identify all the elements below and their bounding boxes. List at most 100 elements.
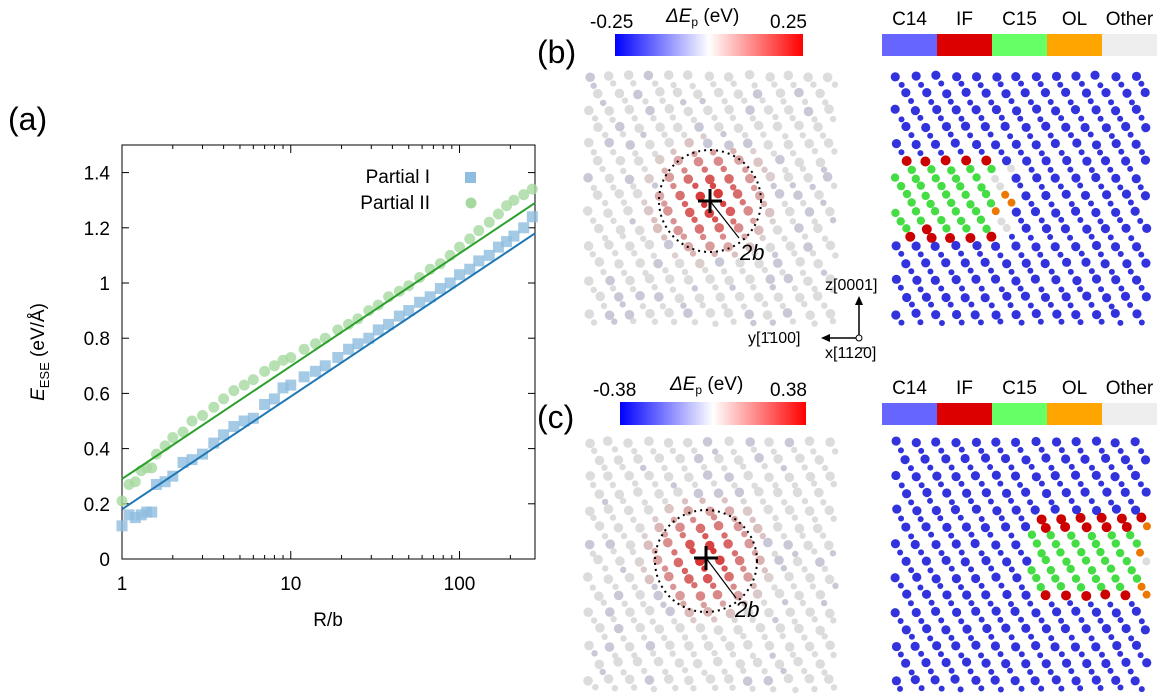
structure-atom — [945, 233, 956, 244]
atom — [721, 465, 728, 472]
atom — [630, 516, 637, 523]
partial-ii-point — [343, 318, 355, 330]
atom — [750, 582, 757, 590]
atom — [653, 258, 663, 269]
atom — [651, 547, 659, 555]
atom — [679, 531, 686, 539]
atom — [829, 286, 837, 294]
structure-atom — [971, 139, 982, 150]
structure-atom — [1067, 132, 1074, 139]
structure-atom — [1011, 207, 1021, 217]
atom — [734, 487, 745, 498]
atom — [670, 482, 677, 489]
structure-atom — [1091, 505, 1102, 516]
atom — [783, 673, 794, 684]
structure-atom — [971, 105, 981, 115]
atom — [681, 465, 688, 472]
structure-atom — [990, 274, 1001, 284]
atom — [665, 640, 675, 651]
structure-atom — [1121, 156, 1131, 166]
structure-atom — [1138, 686, 1145, 693]
atom — [589, 217, 597, 224]
structure-legend-label-other: Other — [1106, 378, 1154, 399]
atom — [764, 607, 774, 618]
structure-atom — [1091, 642, 1101, 652]
partial-i-point — [492, 241, 504, 253]
structure-atom — [1097, 251, 1104, 258]
structure-atom — [966, 200, 975, 209]
structure-atom — [967, 668, 974, 675]
atom — [661, 131, 668, 138]
atom — [820, 199, 827, 206]
structure-atom — [947, 166, 956, 175]
atom — [625, 275, 635, 286]
structure-atom — [1077, 216, 1084, 223]
atom — [624, 309, 635, 320]
structure-atom — [938, 285, 945, 292]
atom — [783, 172, 794, 182]
atom — [710, 80, 717, 88]
structure-atom — [948, 269, 955, 276]
atom — [761, 300, 769, 308]
structure-atom — [1127, 302, 1134, 309]
structure-atom — [910, 675, 920, 685]
atom — [620, 167, 627, 175]
structure-atom — [961, 155, 972, 166]
structure-atom — [988, 633, 995, 640]
structure-atom — [1107, 667, 1114, 674]
atom — [822, 72, 833, 83]
structure-atom — [1027, 133, 1034, 140]
atom — [824, 674, 834, 685]
atom — [785, 241, 796, 251]
structure-atom — [980, 293, 990, 303]
atom — [694, 293, 705, 303]
radius-circle-b — [658, 149, 762, 253]
structure-atom — [1091, 140, 1102, 150]
structure-atom — [1001, 488, 1012, 498]
atom — [635, 523, 645, 533]
structure-atom — [958, 285, 965, 292]
structure-atom — [958, 618, 965, 625]
structure-atom — [1068, 668, 1075, 675]
structure-atom — [1041, 659, 1051, 669]
atom — [644, 574, 655, 585]
structure-legend-swatch-c15 — [992, 34, 1047, 56]
atom — [593, 122, 603, 133]
atom — [724, 173, 734, 184]
structure-atom — [1081, 590, 1092, 601]
structure-atom — [1051, 675, 1061, 685]
atom — [811, 685, 818, 693]
structure-atom — [1068, 497, 1075, 504]
structure-atom — [1046, 531, 1055, 540]
atom — [713, 488, 724, 499]
atom — [821, 669, 828, 676]
atom — [789, 149, 797, 157]
structure-atom — [1058, 115, 1065, 122]
structure-atom — [980, 257, 990, 267]
atom — [610, 547, 617, 555]
structure-atom — [1140, 87, 1150, 98]
atom — [610, 217, 617, 225]
structure-atom — [1012, 573, 1022, 583]
atom — [821, 633, 828, 640]
atom — [799, 165, 807, 172]
structure-atom — [1127, 268, 1134, 275]
structure-atom — [1127, 668, 1134, 675]
atom — [609, 116, 616, 123]
atom — [694, 224, 705, 234]
structure-atom — [930, 139, 941, 149]
structure-atom — [987, 464, 994, 471]
structure-atom — [960, 557, 970, 567]
structure-atom — [1087, 601, 1094, 608]
atom — [675, 590, 685, 601]
structure-atom — [896, 217, 905, 226]
atom — [799, 269, 807, 277]
atom — [654, 292, 664, 302]
atom — [705, 241, 715, 251]
atom — [772, 522, 783, 532]
x-axis-label: R/b — [313, 610, 343, 631]
atom — [713, 156, 724, 167]
structure-atom — [1000, 522, 1011, 532]
structure-atom — [917, 114, 924, 121]
structure-atom — [1078, 149, 1085, 156]
